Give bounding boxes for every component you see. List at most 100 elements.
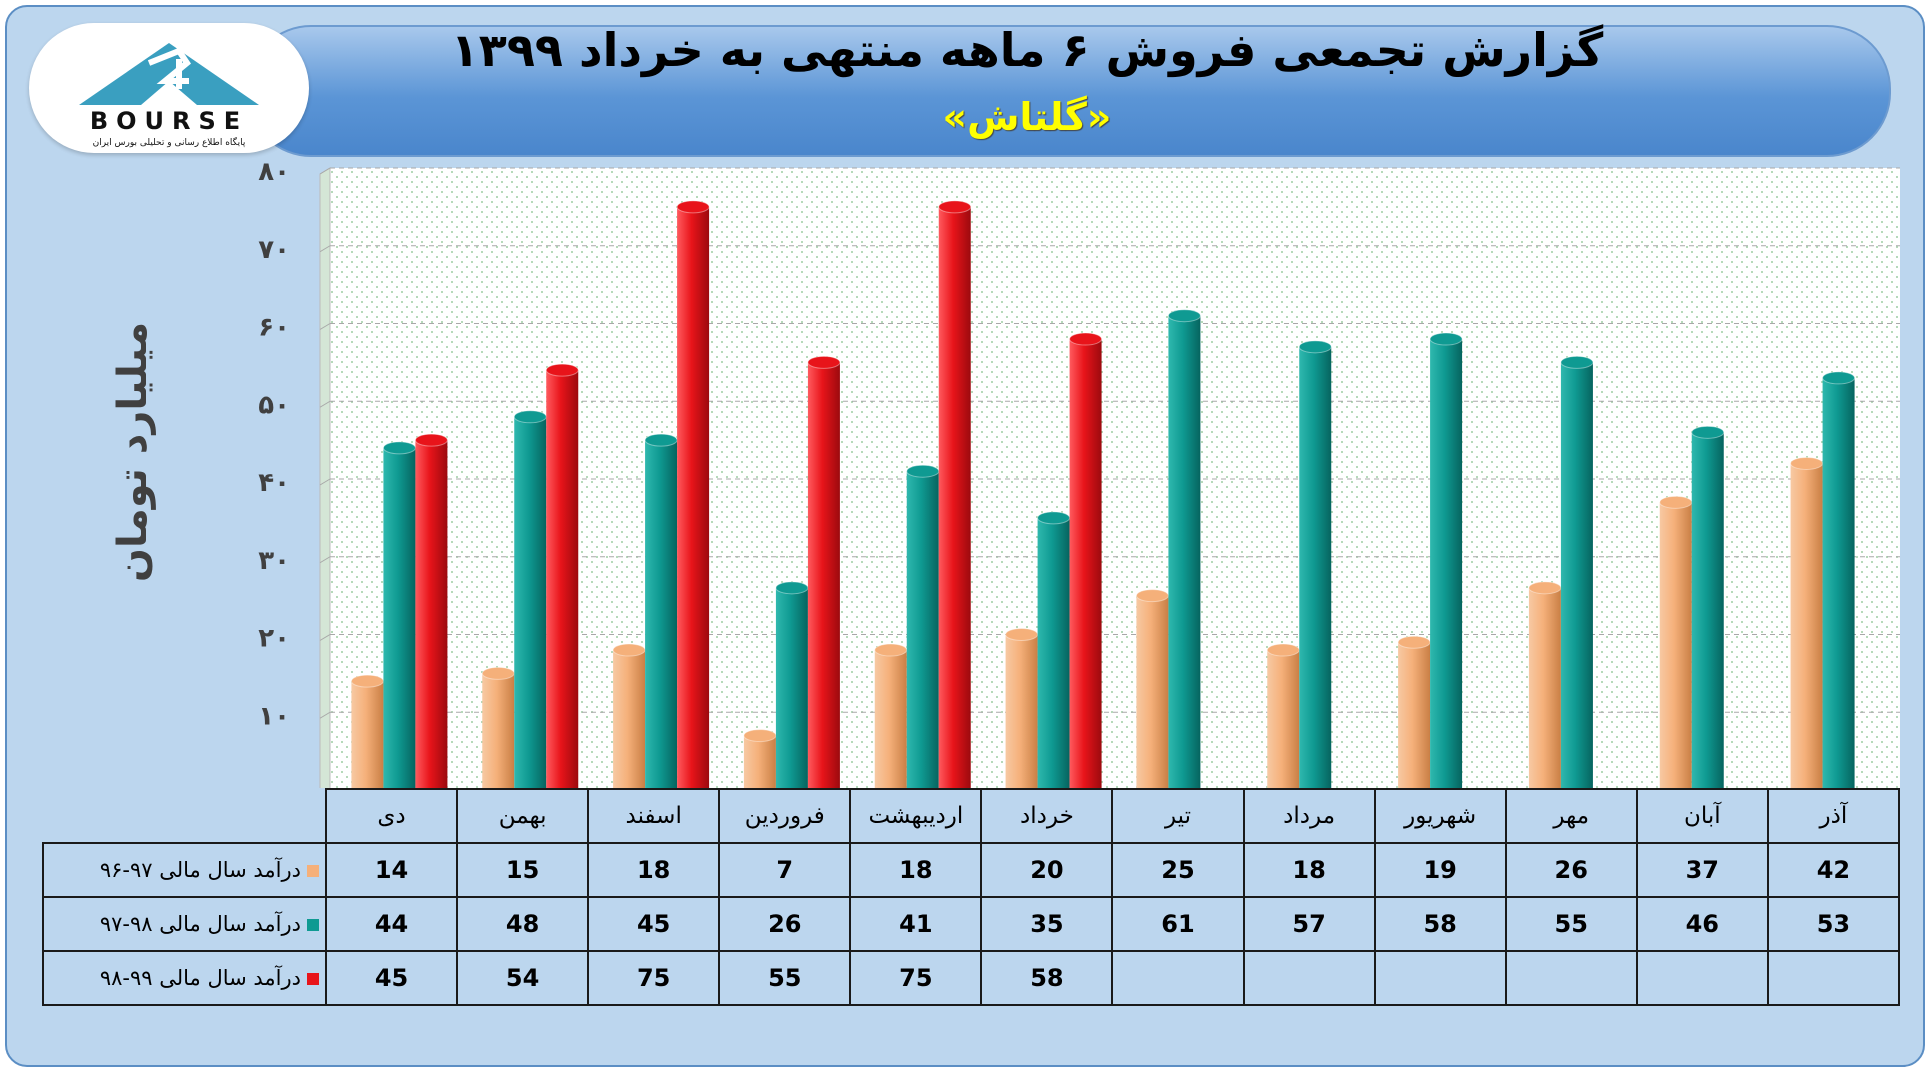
bar — [1266, 643, 1300, 790]
series-name: درآمد سال مالی ۹۷-۹۶ — [99, 858, 301, 882]
bar-cap — [743, 729, 777, 743]
bar-body — [1822, 377, 1855, 790]
bar — [414, 433, 448, 790]
month-header: فروردین — [718, 788, 852, 844]
y-tick-label: ۵۰ — [258, 390, 290, 420]
bar-body — [514, 416, 547, 790]
series-label: درآمد سال مالی ۹۸-۹۷ — [42, 896, 327, 952]
bar-body — [1299, 346, 1332, 790]
bar-cap — [350, 674, 384, 688]
table-cell — [1111, 950, 1245, 1006]
bar-body — [1560, 362, 1593, 790]
bar-body — [1037, 517, 1070, 790]
bar-cap — [1037, 511, 1071, 525]
bar-body — [645, 440, 678, 790]
table-cell: 54 — [456, 950, 590, 1006]
bar-cap — [938, 200, 972, 214]
table-cell — [1635, 950, 1769, 1006]
table-cell: 14 — [324, 842, 459, 898]
svg-text:پایگاه اطلاع رسانی و تحلیلی بو: پایگاه اطلاع رسانی و تحلیلی بورس ایران — [93, 136, 246, 148]
bar-cap — [807, 355, 841, 369]
bar-cap — [612, 643, 646, 657]
series-name: درآمد سال مالی ۹۸-۹۷ — [99, 912, 301, 936]
month-header: خرداد — [980, 788, 1114, 844]
bar — [644, 433, 678, 790]
bar — [1135, 589, 1169, 790]
series-row: درآمد سال مالی ۹۸-۹۷ 44 48 45 26 41 35 61 57 58 55… — [42, 896, 1900, 952]
bar-cap — [1167, 309, 1201, 323]
month-header: تیر — [1111, 788, 1245, 844]
bar-series — [350, 200, 1856, 790]
gridline-edge — [319, 634, 331, 641]
bar-cap — [1429, 332, 1463, 346]
table-cell: 25 — [1111, 842, 1245, 898]
y-tick-label: ۴۰ — [258, 468, 290, 498]
bar-cap — [1560, 355, 1594, 369]
bar-body — [1136, 595, 1169, 790]
series-label: درآمد سال مالی ۹۹-۹۸ — [42, 950, 327, 1006]
bar — [743, 729, 777, 790]
bar-cap — [775, 581, 809, 595]
bar-body — [1691, 432, 1724, 790]
series-row: درآمد سال مالی ۹۹-۹۸ 45 54 75 55 75 58 — [42, 950, 1900, 1006]
bar-cap — [874, 643, 908, 657]
month-header: آذر — [1766, 788, 1900, 844]
bar-body — [1790, 463, 1823, 790]
bar — [938, 200, 972, 790]
series-name: درآمد سال مالی ۹۹-۹۸ — [99, 966, 301, 990]
table-cell: 37 — [1635, 842, 1769, 898]
table-cell: 45 — [324, 950, 459, 1006]
bar — [481, 666, 515, 790]
bar — [775, 581, 809, 790]
bar — [906, 464, 940, 790]
bar-body — [1005, 634, 1038, 790]
y-axis-ticks: ۱۰ ۲۰ ۳۰ ۴۰ ۵۰ ۶۰ ۷۰ ۸۰ — [258, 157, 290, 731]
plot-side-wall — [319, 167, 331, 790]
bar-body — [1430, 339, 1463, 790]
table-cell: 41 — [849, 896, 983, 952]
bar-cap — [1822, 371, 1856, 385]
table-cell: 44 — [324, 896, 459, 952]
bar — [676, 200, 710, 790]
bar — [1790, 456, 1824, 790]
bar-body — [874, 650, 907, 790]
bar — [1069, 332, 1103, 790]
month-header: اسفند — [587, 788, 721, 844]
bar — [1560, 355, 1594, 790]
table-cell: 53 — [1766, 896, 1900, 952]
table-cell: 42 — [1766, 842, 1900, 898]
gridline-edge — [319, 323, 331, 330]
table-corner — [43, 789, 327, 844]
bar — [350, 674, 384, 790]
data-table: دی بهمن اسفند فروردین اردیبهشت خرداد تیر مرداد ش… — [42, 788, 1900, 1006]
legend-swatch — [307, 919, 319, 931]
bar-body — [546, 370, 579, 790]
y-tick-label: ۲۰ — [258, 624, 290, 654]
month-header: مرداد — [1242, 788, 1376, 844]
svg-text:BOURSE: BOURSE — [90, 107, 248, 135]
bar-body — [1398, 642, 1431, 790]
y-tick-label: ۶۰ — [258, 313, 290, 343]
table-cell: 45 — [587, 896, 721, 952]
bar — [1528, 581, 1562, 790]
bar — [807, 355, 841, 790]
bar — [1397, 635, 1431, 790]
bar-cap — [644, 433, 678, 447]
month-header: شهریور — [1373, 788, 1507, 844]
table-cell: 18 — [587, 842, 721, 898]
bar-cap — [513, 410, 547, 424]
table-cell: 20 — [980, 842, 1114, 898]
bar — [545, 363, 579, 790]
gridline-edge — [319, 245, 331, 253]
bar-cap — [1790, 456, 1824, 470]
bar-body — [613, 650, 646, 790]
y-tick-label: ۷۰ — [258, 235, 290, 265]
bar-cap — [1659, 495, 1693, 509]
gridline-edge — [319, 400, 331, 408]
table-cell: 75 — [587, 950, 721, 1006]
bar-cap — [1005, 628, 1039, 641]
bar-body — [1528, 587, 1561, 790]
bar-body — [1168, 315, 1201, 790]
table-cell: 57 — [1242, 896, 1376, 952]
bar-cap — [382, 441, 416, 455]
